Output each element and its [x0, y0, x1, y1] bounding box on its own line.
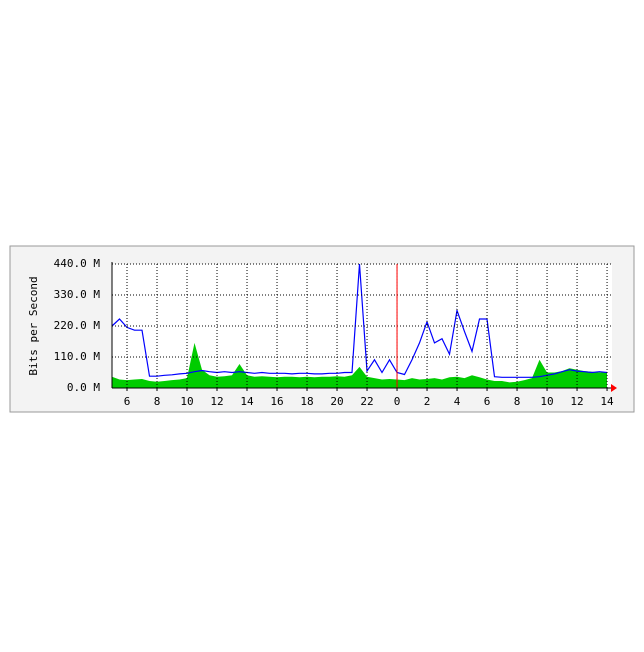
- x-tick-label: 6: [124, 395, 131, 408]
- x-tick-label: 8: [154, 395, 161, 408]
- x-tick-label: 14: [600, 395, 614, 408]
- x-tick-label: 10: [540, 395, 553, 408]
- x-tick-label: 8: [514, 395, 521, 408]
- y-axis-label: Bits per Second: [27, 276, 40, 375]
- x-tick-label: 18: [300, 395, 313, 408]
- area: [112, 342, 607, 388]
- y-tick-label: 330.0 M: [54, 288, 101, 301]
- x-tick-label: 12: [210, 395, 223, 408]
- x-tick-label: 0: [394, 395, 401, 408]
- x-tick-label: 10: [180, 395, 193, 408]
- x-tick-label: 12: [570, 395, 583, 408]
- x-tick-label: 2: [424, 395, 431, 408]
- y-tick-label: 0.0 M: [67, 381, 100, 394]
- y-tick-label: 220.0 M: [54, 319, 101, 332]
- x-tick-label: 6: [484, 395, 491, 408]
- line: [111, 263, 608, 378]
- axis-arrow: [611, 384, 617, 392]
- x-tick-label: 14: [240, 395, 254, 408]
- y-tick-label: 110.0 M: [54, 350, 101, 363]
- y-tick-label: 440.0 M: [54, 257, 101, 270]
- x-tick-label: 20: [330, 395, 343, 408]
- x-tick-label: 22: [360, 395, 373, 408]
- x-tick-label: 4: [454, 395, 461, 408]
- x-tick-label: 16: [270, 395, 283, 408]
